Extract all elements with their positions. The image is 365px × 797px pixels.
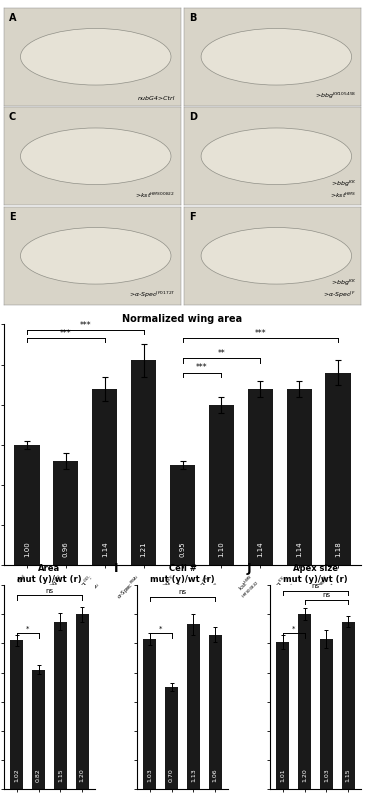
Ellipse shape <box>20 29 171 85</box>
Text: ns: ns <box>322 592 330 599</box>
Text: ***: *** <box>60 328 72 338</box>
Text: ns: ns <box>46 588 54 594</box>
Text: 1.13: 1.13 <box>191 768 196 782</box>
Text: 1.03: 1.03 <box>147 768 152 782</box>
Bar <box>209 634 222 789</box>
Bar <box>92 389 118 797</box>
Ellipse shape <box>20 128 171 185</box>
Text: J: J <box>247 562 251 575</box>
Text: 0.96: 0.96 <box>63 541 69 557</box>
Ellipse shape <box>201 227 351 284</box>
Text: 1.02: 1.02 <box>14 768 19 782</box>
Text: ns: ns <box>311 583 319 590</box>
Text: ns: ns <box>178 589 187 595</box>
Bar <box>32 669 45 789</box>
Text: 1.06: 1.06 <box>213 768 218 782</box>
Text: ***: *** <box>196 363 208 371</box>
Text: I: I <box>114 562 118 575</box>
Text: 0.82: 0.82 <box>36 768 41 782</box>
Text: *: * <box>26 626 29 632</box>
Text: *: * <box>292 626 295 632</box>
Text: 1.15: 1.15 <box>58 768 63 782</box>
Text: >bbg$^{KK}$
>kst$^{HMS}$: >bbg$^{KK}$ >kst$^{HMS}$ <box>330 179 356 200</box>
Bar <box>170 465 195 797</box>
Title: Area
mut (y)/wt (r): Area mut (y)/wt (r) <box>17 564 82 584</box>
Bar <box>165 687 178 789</box>
Text: >$\alpha$-Spec$^{JF01727}$: >$\alpha$-Spec$^{JF01727}$ <box>129 289 176 300</box>
Text: ***: *** <box>254 328 266 338</box>
Title: Cell #
mut (y)/wt (r): Cell # mut (y)/wt (r) <box>150 564 215 584</box>
Text: **: ** <box>218 348 225 358</box>
Bar <box>247 389 273 797</box>
Bar <box>187 624 200 789</box>
Ellipse shape <box>20 227 171 284</box>
Text: 1.01: 1.01 <box>280 768 285 782</box>
Text: 1.10: 1.10 <box>218 541 224 557</box>
Text: B: B <box>189 13 197 23</box>
Text: >bbg$^{KK}$
>$\alpha$-Spec$^{JF}$: >bbg$^{KK}$ >$\alpha$-Spec$^{JF}$ <box>323 277 356 300</box>
Bar <box>131 360 156 797</box>
Bar <box>54 622 67 789</box>
Bar <box>10 641 23 789</box>
Bar <box>276 642 289 789</box>
Bar <box>342 622 355 789</box>
Text: 1.20: 1.20 <box>80 768 85 782</box>
Bar <box>76 614 89 789</box>
Text: C: C <box>9 112 16 123</box>
Title: Apex size
mut (y)/wt (r): Apex size mut (y)/wt (r) <box>283 564 348 584</box>
Text: 1.18: 1.18 <box>335 541 341 557</box>
Text: 1.14: 1.14 <box>296 542 302 557</box>
Bar <box>320 639 333 789</box>
Bar <box>287 389 312 797</box>
Text: nubG4>Ctrl: nubG4>Ctrl <box>138 96 176 100</box>
Text: A: A <box>9 13 16 23</box>
Text: D: D <box>189 112 197 123</box>
Text: 1.00: 1.00 <box>24 541 30 557</box>
Text: 1.03: 1.03 <box>324 768 329 782</box>
Bar <box>298 614 311 789</box>
Text: E: E <box>9 212 16 222</box>
Bar <box>143 639 156 789</box>
Text: 1.14: 1.14 <box>102 542 108 557</box>
Ellipse shape <box>201 29 351 85</box>
Bar <box>209 405 234 797</box>
Title: Normalized wing area: Normalized wing area <box>122 313 243 324</box>
Text: 1.15: 1.15 <box>346 768 351 782</box>
Bar <box>53 461 78 797</box>
Text: ***: *** <box>80 320 91 330</box>
Text: >bbg$^{KK105458}$: >bbg$^{KK105458}$ <box>315 90 356 100</box>
Text: 0.95: 0.95 <box>180 542 185 557</box>
Bar <box>325 372 351 797</box>
Text: 1.14: 1.14 <box>257 542 263 557</box>
Text: 1.20: 1.20 <box>302 768 307 782</box>
Text: F: F <box>189 212 196 222</box>
Text: *: * <box>159 626 162 632</box>
Text: >kst$^{HMS00822}$: >kst$^{HMS00822}$ <box>135 190 176 200</box>
Ellipse shape <box>201 128 351 185</box>
Text: 0.70: 0.70 <box>169 768 174 782</box>
Bar <box>14 445 40 797</box>
Text: 1.21: 1.21 <box>141 542 147 557</box>
